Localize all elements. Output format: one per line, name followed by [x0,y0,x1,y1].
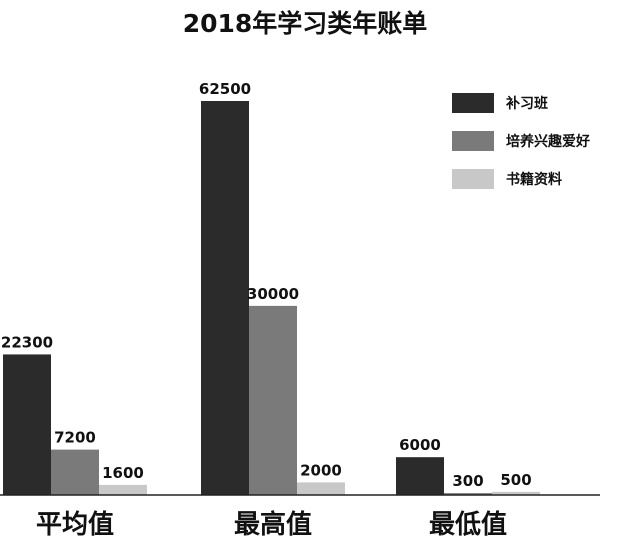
category-label-1: 最高值 [234,509,312,540]
data-label-2-1: 300 [452,472,483,490]
bar-0-0 [3,354,51,495]
bar-1-2 [297,482,345,495]
data-label-0-2: 1600 [102,464,144,482]
bars-group [3,101,540,495]
data-label-1-1: 30000 [247,285,299,303]
legend-label-2: 书籍资料 [506,171,562,188]
legend-label-1: 培养兴趣爱好 [506,133,590,150]
bar-0-1 [51,449,99,495]
legend-swatch-1 [452,131,494,151]
data-labels-group: 22300 7200 1600 62500 30000 2000 6000 300 500 [1,80,532,490]
bar-1-1 [249,305,297,495]
data-label-2-2: 500 [500,471,531,489]
legend-label-0: 补习班 [505,95,548,112]
category-label-0: 平均值 [36,510,114,540]
bar-0-2 [99,484,147,495]
bar-2-0 [396,457,444,495]
data-label-0-0: 22300 [1,333,53,351]
legend-swatch-0 [452,93,494,113]
category-label-2: 最低值 [429,510,507,540]
bar-1-0 [201,101,249,495]
bar-2-2 [492,491,540,495]
data-label-1-0: 62500 [199,80,251,98]
chart-title: 2018年学习类年账单 [183,9,428,38]
legend-swatch-2 [452,169,494,189]
data-label-2-0: 6000 [399,436,441,454]
category-labels-group: 平均值 最高值 最低值 [36,509,507,540]
bar-2-1 [444,493,492,495]
data-label-1-2: 2000 [300,461,342,479]
data-label-0-1: 7200 [54,429,96,447]
